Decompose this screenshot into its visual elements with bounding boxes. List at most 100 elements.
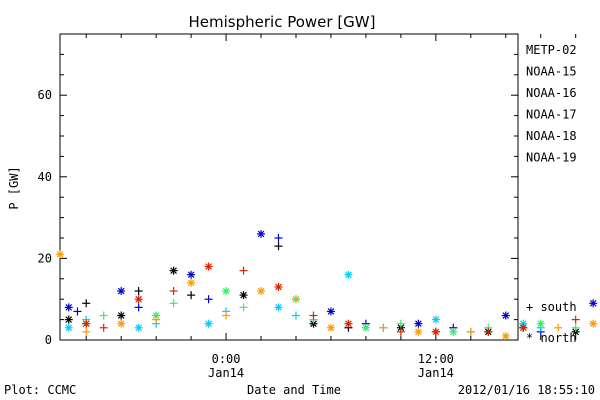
data-point-north xyxy=(117,287,126,296)
marker-stroke xyxy=(65,304,73,311)
marker-stroke xyxy=(275,304,282,311)
marker-stroke xyxy=(257,230,265,238)
y-tick-label: 40 xyxy=(38,170,52,184)
data-point-south xyxy=(204,295,213,304)
data-point-north xyxy=(431,327,440,336)
data-point-south xyxy=(554,323,563,332)
marker-stroke xyxy=(187,271,195,279)
legend-entry: NOAA-16 xyxy=(526,86,577,100)
data-point-north xyxy=(326,307,335,316)
data-point-south xyxy=(82,327,91,336)
y-tick-label: 0 xyxy=(45,333,52,347)
data-point-south xyxy=(396,319,405,328)
x-axis-label: Date and Time xyxy=(247,383,341,397)
marker-stroke xyxy=(187,279,195,287)
data-point-south xyxy=(222,311,231,320)
marker-stroke xyxy=(415,320,422,328)
data-point-north xyxy=(274,303,283,312)
x-tick-label-date: Jan14 xyxy=(208,366,244,380)
marker-stroke xyxy=(117,287,125,295)
x-tick-label-date: Jan14 xyxy=(418,366,454,380)
marker-stroke xyxy=(205,320,212,328)
marker-stroke xyxy=(65,324,73,332)
marker-stroke xyxy=(345,320,352,328)
data-point-south xyxy=(99,311,108,320)
marker-stroke xyxy=(449,328,457,336)
data-point-north xyxy=(187,270,196,279)
data-point-south xyxy=(309,311,318,320)
legend-entry: NOAA-19 xyxy=(526,151,577,165)
marker-stroke xyxy=(117,312,125,319)
data-point-north xyxy=(117,311,126,320)
marker-stroke xyxy=(572,328,580,336)
legend-north: * north xyxy=(526,331,577,345)
data-point-south xyxy=(571,323,580,332)
legend-entry: NOAA-15 xyxy=(526,65,577,79)
data-point-south xyxy=(291,311,300,320)
data-point-north xyxy=(134,323,143,332)
data-point-north xyxy=(589,299,598,308)
y-axis-label: P [GW] xyxy=(7,166,21,209)
marker-stroke xyxy=(257,287,265,295)
data-point-south xyxy=(152,315,161,324)
marker-stroke xyxy=(152,312,160,319)
data-point-north xyxy=(274,282,283,291)
marker-stroke xyxy=(205,263,212,270)
data-point-south xyxy=(134,303,143,312)
x-tick-label-time: 0:00 xyxy=(212,352,241,366)
marker-stroke xyxy=(82,320,90,328)
marker-stroke xyxy=(432,328,440,336)
data-point-north xyxy=(257,287,266,296)
marker-stroke xyxy=(135,295,142,303)
marker-stroke xyxy=(327,308,335,315)
marker-stroke xyxy=(415,328,422,336)
data-point-north xyxy=(344,319,353,328)
data-point-north xyxy=(222,287,231,296)
data-point-north xyxy=(64,303,73,312)
marker-stroke xyxy=(240,291,247,299)
footer-right: 2012/01/16 18:55:10 xyxy=(458,383,595,397)
data-point-south xyxy=(396,327,405,336)
data-point-north xyxy=(187,278,196,287)
data-point-north xyxy=(169,266,178,275)
data-point-north xyxy=(134,295,143,304)
marker-stroke xyxy=(362,324,370,332)
data-point-south xyxy=(484,327,493,336)
legend-entry: NOAA-17 xyxy=(526,108,577,122)
data-point-north xyxy=(519,323,528,332)
data-point-south xyxy=(571,315,580,324)
data-point-north xyxy=(589,319,598,328)
y-tick-label: 20 xyxy=(38,251,52,265)
marker-stroke xyxy=(222,287,230,295)
data-point-south xyxy=(239,303,248,312)
data-point-north xyxy=(117,319,126,328)
data-point-south xyxy=(82,299,91,308)
data-point-north xyxy=(56,250,64,259)
data-point-south xyxy=(291,295,300,304)
plot-frame xyxy=(59,33,519,341)
data-point-south xyxy=(187,291,196,300)
marker-stroke xyxy=(502,332,510,340)
data-point-north xyxy=(64,315,73,324)
data-point-south xyxy=(99,323,108,332)
data-point-north xyxy=(239,291,248,300)
data-point-south xyxy=(239,266,248,275)
data-point-north xyxy=(344,270,353,279)
data-point-south xyxy=(73,307,82,316)
x-tick-label-time: 12:00 xyxy=(418,352,454,366)
marker-stroke xyxy=(135,324,142,332)
marker-stroke xyxy=(310,320,317,328)
plot-marks: 02040600:00Jan1412:00Jan140:00Jan1512:00… xyxy=(38,34,598,380)
data-point-south xyxy=(169,299,178,308)
data-point-north xyxy=(414,327,423,336)
data-point-north xyxy=(501,331,510,340)
marker-stroke xyxy=(327,324,335,332)
data-point-north xyxy=(361,323,370,332)
data-point-south xyxy=(274,234,283,242)
marker-stroke xyxy=(519,324,527,332)
marker-stroke xyxy=(502,312,510,319)
marker-stroke xyxy=(432,316,440,323)
data-point-south xyxy=(379,323,388,332)
y-tick-label: 60 xyxy=(38,88,52,102)
